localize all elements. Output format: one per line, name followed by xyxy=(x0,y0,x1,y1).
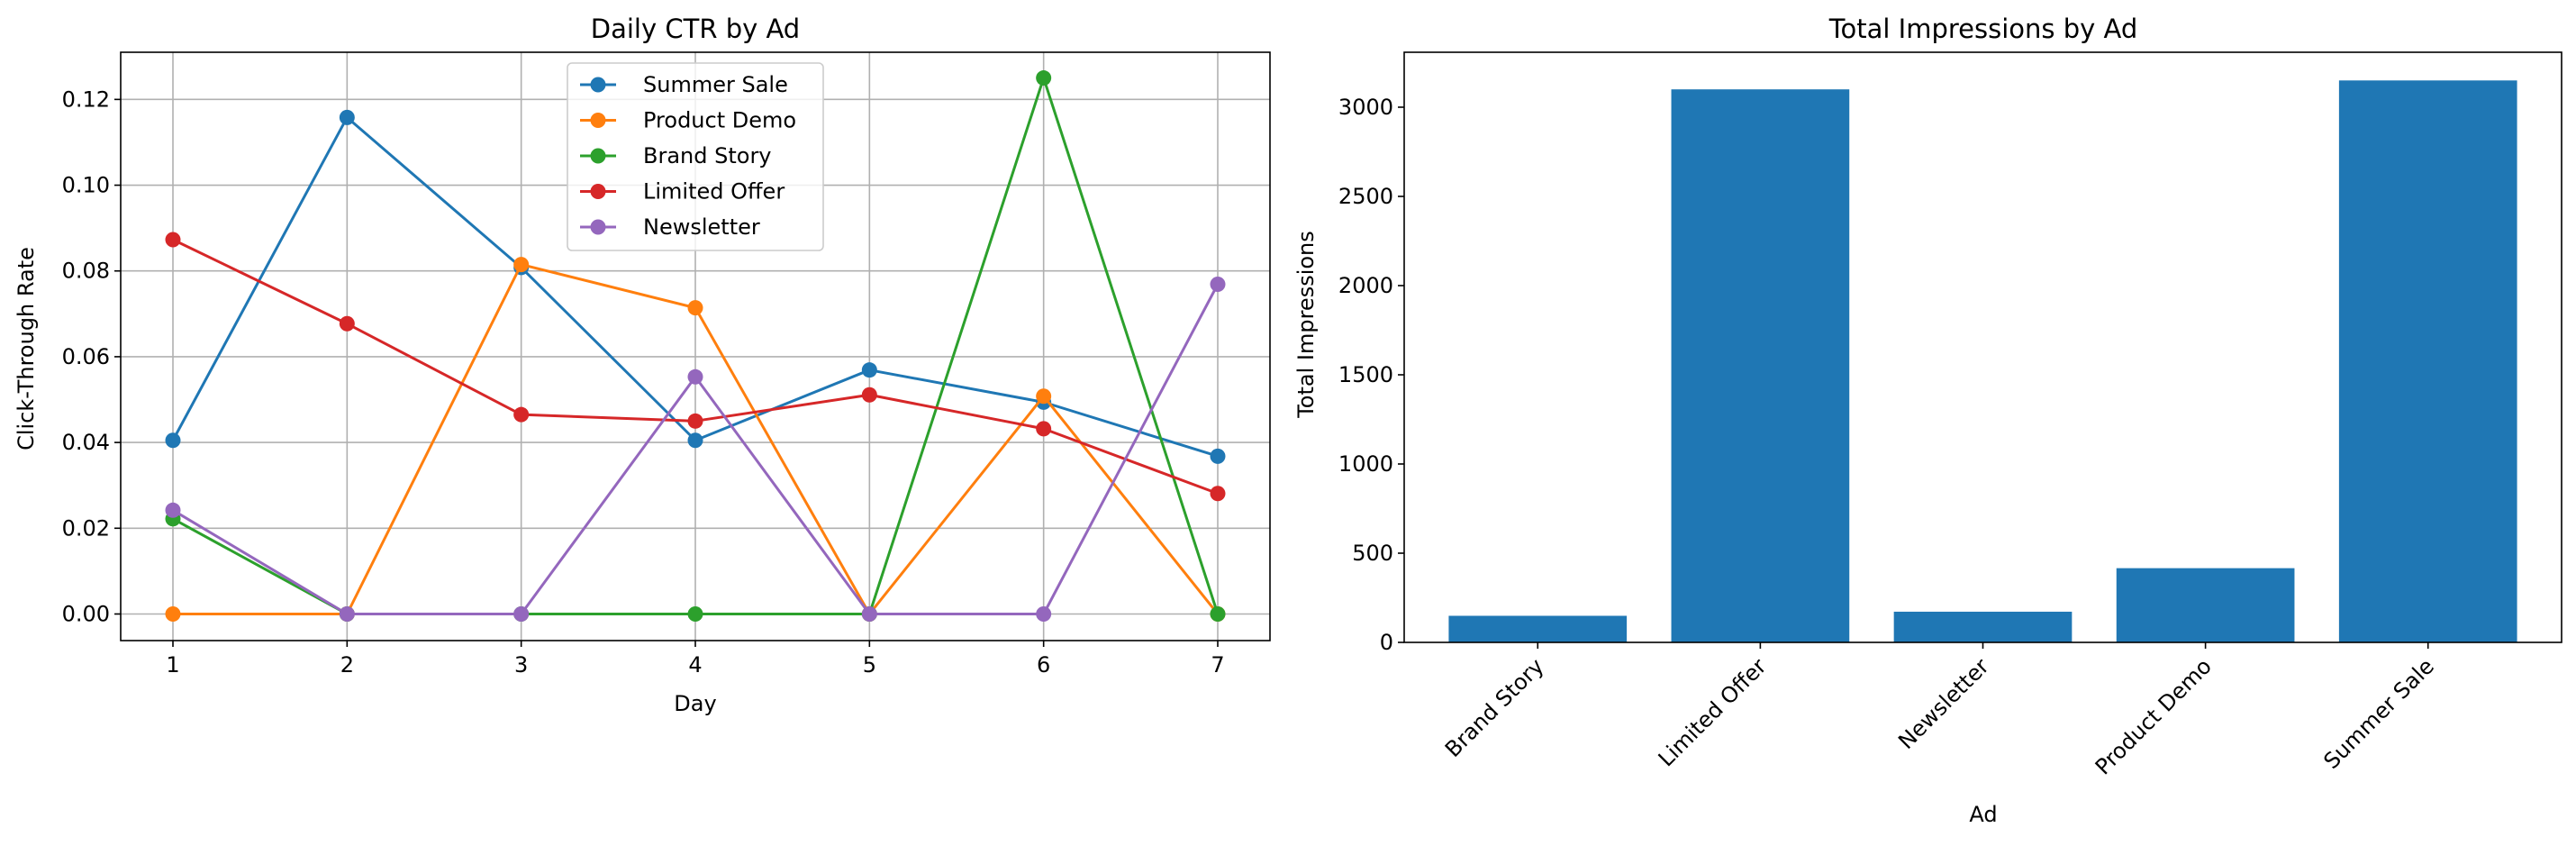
data-point-newsletter xyxy=(1210,276,1226,292)
data-point-product-demo xyxy=(1036,388,1052,405)
legend-marker xyxy=(590,148,606,164)
data-point-newsletter xyxy=(339,605,355,622)
x-tick-label: 6 xyxy=(1037,652,1050,678)
x-tick-label: 3 xyxy=(514,652,528,678)
line-chart-series xyxy=(165,70,1226,622)
data-point-newsletter xyxy=(1036,605,1052,622)
legend-label: Summer Sale xyxy=(643,72,788,97)
bar-product-demo xyxy=(2116,568,2295,642)
data-point-summer-sale xyxy=(687,432,703,449)
line-chart-title: Daily CTR by Ad xyxy=(591,14,800,44)
data-point-product-demo xyxy=(687,300,703,316)
bar-newsletter xyxy=(1893,611,2073,642)
bar-chart-frame xyxy=(1403,51,2562,643)
x-tick-label: 1 xyxy=(166,652,179,678)
line-chart-x-axis-label: Day xyxy=(674,691,716,716)
y-tick-label: 500 xyxy=(1352,541,1393,566)
y-tick-label: 0.02 xyxy=(62,515,110,541)
data-point-summer-sale xyxy=(861,362,877,378)
y-tick-label: 0.12 xyxy=(62,86,110,112)
legend-label: Brand Story xyxy=(643,143,772,168)
y-tick-label: 3000 xyxy=(1338,95,1393,120)
data-point-limited-offer xyxy=(861,387,877,403)
data-point-newsletter xyxy=(861,605,877,622)
legend-label: Product Demo xyxy=(643,108,796,133)
data-point-brand-story xyxy=(1210,605,1226,622)
data-point-limited-offer xyxy=(1210,486,1226,502)
y-tick-label: 2000 xyxy=(1338,273,1393,298)
line-chart: Daily CTR by Ad Day Click-Through Rate 1… xyxy=(14,14,1271,716)
data-point-product-demo xyxy=(513,257,530,273)
data-point-limited-offer xyxy=(339,315,355,332)
line-chart-y-axis-label: Click-Through Rate xyxy=(14,247,39,450)
x-tick-label: 2 xyxy=(340,652,354,678)
data-point-brand-story xyxy=(1036,70,1052,86)
legend-marker xyxy=(590,113,606,128)
y-tick-label: 0.00 xyxy=(62,601,110,626)
line-chart-legend: Summer Sale Product Demo Brand Story Limite… xyxy=(567,62,824,251)
line-chart-ticks: 1 2 3 4 5 6 7 0.00 0.02 0.04 0.06 0.08 0.10 0.12 xyxy=(62,86,1225,678)
data-point-limited-offer xyxy=(687,413,703,429)
y-tick-label: 0.06 xyxy=(62,344,110,369)
bar-limited-offer xyxy=(1671,89,1850,643)
line-chart-frame xyxy=(120,51,1271,641)
bar-brand-story xyxy=(1448,615,1628,642)
y-tick-label: 0 xyxy=(1380,630,1393,655)
x-tick-label: 7 xyxy=(1211,652,1224,678)
data-point-newsletter xyxy=(513,605,530,622)
x-tick-label: 5 xyxy=(863,652,876,678)
bar-summer-sale xyxy=(2338,80,2517,642)
bar-chart-title: Total Impressions by Ad xyxy=(1828,14,2138,44)
data-point-summer-sale xyxy=(1210,448,1226,464)
x-tick-label: 4 xyxy=(688,652,702,678)
data-point-limited-offer xyxy=(165,232,181,248)
y-tick-label: 0.04 xyxy=(62,430,110,455)
legend-marker xyxy=(590,184,606,199)
data-point-limited-offer xyxy=(1036,421,1052,437)
y-tick-label: 1500 xyxy=(1338,362,1393,387)
data-point-summer-sale xyxy=(165,432,181,449)
legend-box xyxy=(567,62,824,251)
data-point-summer-sale xyxy=(339,109,355,125)
data-point-newsletter xyxy=(165,502,181,518)
data-point-product-demo xyxy=(165,605,181,622)
y-tick-label: 2500 xyxy=(1338,184,1393,209)
data-point-newsletter xyxy=(687,368,703,385)
data-point-limited-offer xyxy=(513,406,530,423)
data-point-brand-story xyxy=(687,605,703,622)
legend-marker xyxy=(590,77,606,93)
y-tick-label: 0.08 xyxy=(62,259,110,284)
bar-chart-x-axis-label: Ad xyxy=(1969,802,1997,827)
y-tick-label: 0.10 xyxy=(62,173,110,198)
legend-label: Limited Offer xyxy=(643,179,785,205)
bar-chart-y-axis-label: Total Impressions xyxy=(1293,231,1319,419)
y-tick-label: 1000 xyxy=(1338,451,1393,477)
legend-marker xyxy=(590,219,606,235)
legend-label: Newsletter xyxy=(643,214,760,240)
bar-chart-bars xyxy=(1448,80,2517,643)
